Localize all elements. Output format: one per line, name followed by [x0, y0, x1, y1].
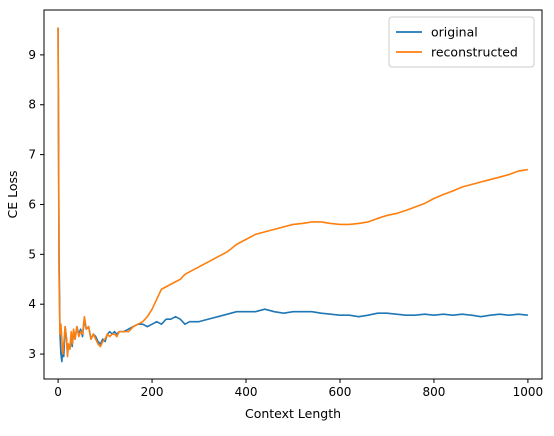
- x-tick-label: 0: [54, 385, 62, 399]
- series-line-reconstructed: [57, 27, 529, 358]
- y-tick-label: 5: [28, 247, 36, 261]
- x-tick-label: 1000: [513, 385, 544, 399]
- x-axis-label: Context Length: [245, 406, 341, 421]
- x-tick-label: 800: [422, 385, 445, 399]
- y-tick-label: 6: [28, 197, 36, 211]
- y-tick-label: 8: [28, 98, 36, 112]
- x-axis-ticks: 0 200 400 600 800 1000: [54, 379, 543, 399]
- y-tick-label: 4: [28, 297, 36, 311]
- legend-box: [388, 16, 535, 68]
- y-tick-label: 7: [28, 148, 36, 162]
- legend: original reconstructed: [388, 16, 535, 68]
- legend-label-reconstructed: reconstructed: [431, 45, 518, 60]
- plot-frame: [43, 9, 543, 380]
- y-tick-label: 9: [28, 48, 36, 62]
- x-tick-label: 600: [329, 385, 352, 399]
- x-tick-label: 400: [235, 385, 258, 399]
- y-axis-label: CE Loss: [5, 170, 20, 218]
- x-tick-label: 200: [141, 385, 164, 399]
- series-line-original: [57, 27, 528, 363]
- y-tick-label: 3: [28, 347, 36, 361]
- y-axis-ticks: 3 4 5 6 7 8 9: [28, 48, 44, 361]
- legend-label-original: original: [431, 25, 478, 40]
- plot-series-layer: [57, 27, 529, 363]
